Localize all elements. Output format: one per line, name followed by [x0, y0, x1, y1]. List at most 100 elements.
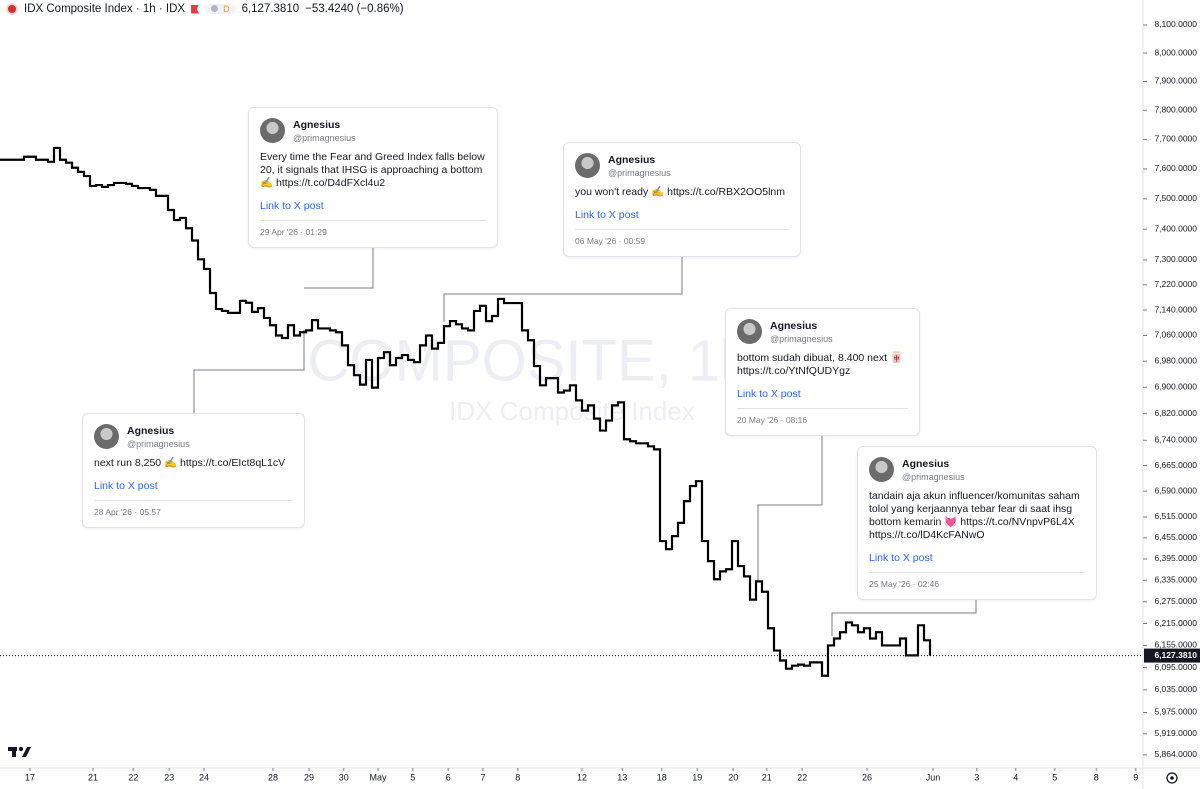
connectors: [193, 242, 977, 636]
x-tick-label: 21: [88, 772, 98, 782]
y-tick-label: 6,215.0000: [1154, 618, 1197, 628]
post-link[interactable]: Link to X post: [94, 480, 158, 492]
x-tick-label: 29: [304, 772, 314, 782]
symbol-title: IDX Composite Index · 1h · IDX: [24, 3, 186, 15]
author: Agnesius @primagnesius: [869, 457, 1085, 482]
y-tick-label: 7,600.0000: [1154, 163, 1197, 173]
y-tick-label: 6,515.0000: [1154, 511, 1197, 521]
x-tick-label: 9: [1133, 772, 1138, 782]
y-tick-label: 8,000.0000: [1154, 47, 1197, 57]
y-tick-label: 6,455.0000: [1154, 532, 1197, 542]
x-tick-label: 28: [268, 772, 278, 782]
x-tick-label: May: [369, 772, 387, 782]
x-tick-label: Jun: [926, 772, 941, 782]
y-tick-label: 7,700.0000: [1154, 134, 1197, 144]
change: −53.4240 (−0.86%): [305, 3, 404, 15]
connector: [193, 330, 305, 413]
y-tick-label: 6,035.0000: [1154, 684, 1197, 694]
author: Agnesius @primagnesius: [260, 118, 486, 143]
y-tick-label: 7,300.0000: [1154, 254, 1197, 264]
post-text: next run 8,250 ✍️ https://t.co/EIct8qL1c…: [94, 457, 286, 469]
x-tick-label: 21: [762, 772, 772, 782]
tweet-card: Agnesius @primagnesius you won't ready ✍️…: [563, 142, 801, 257]
connector: [757, 430, 823, 580]
y-tick-label: 7,060.0000: [1154, 330, 1197, 340]
y-tick-label: 6,155.0000: [1154, 640, 1197, 650]
x-tick-label: 24: [199, 772, 209, 782]
settings-icon[interactable]: [1166, 772, 1178, 784]
badge-text: D: [223, 4, 230, 14]
watermark: COMPOSITE, 1h IDX Composite Index: [308, 328, 753, 426]
x-tick-label: 8: [1094, 772, 1099, 782]
x-tick-label: 17: [25, 772, 35, 782]
y-tick-label: 7,220.0000: [1154, 279, 1197, 289]
y-tick-label: 6,590.0000: [1154, 485, 1197, 495]
x-tick-label: 18: [657, 772, 667, 782]
avatar: [737, 319, 762, 344]
y-tick-label: 6,740.0000: [1154, 435, 1197, 445]
post-link[interactable]: Link to X post: [869, 552, 933, 564]
x-tick-label: 6: [446, 772, 451, 782]
price-line: [0, 146, 932, 677]
x-tick-label: 26: [862, 772, 872, 782]
y-tick-label: 6,665.0000: [1154, 460, 1197, 470]
connector: [304, 242, 374, 289]
watermark-name: IDX Composite Index: [449, 396, 695, 426]
author: Agnesius @primagnesius: [575, 153, 789, 178]
post-date: 20 May '26 · 08:16: [737, 408, 908, 425]
x-tick-label: 22: [797, 772, 807, 782]
last-price-label: 6,127.3810: [1154, 650, 1197, 660]
author-handle: @primagnesius: [608, 167, 671, 178]
x-tick-label: 4: [1013, 772, 1018, 782]
x-tick-label: 30: [339, 772, 349, 782]
flag: [191, 4, 200, 14]
post-link[interactable]: Link to X post: [260, 200, 324, 212]
avatar: [94, 424, 119, 449]
author-name: Agnesius: [770, 319, 818, 332]
y-tick-label: 5,864.0000: [1154, 749, 1197, 759]
x-tick-label: 13: [617, 772, 627, 782]
tweet-card: Agnesius @primagnesius Every time the Fea…: [248, 107, 498, 248]
y-tick-label: 7,140.0000: [1154, 304, 1197, 314]
x-tick-label: 19: [692, 772, 702, 782]
x-tick-label: 20: [728, 772, 738, 782]
post-text: Every time the Fear and Greed Index fall…: [260, 151, 485, 189]
y-tick-label: 6,980.0000: [1154, 355, 1197, 365]
author-handle: @primagnesius: [770, 333, 833, 344]
author-name: Agnesius: [293, 118, 341, 131]
post-text: bottom sudah dibuat, 8.400 next 🀄 https:…: [737, 352, 904, 377]
post-text: you won't ready ✍️ https://t.co/RBX2OO5l…: [575, 186, 785, 198]
watermark-symbol: COMPOSITE, 1h: [308, 328, 753, 393]
author: Agnesius @primagnesius: [94, 424, 293, 449]
post-link[interactable]: Link to X post: [737, 388, 801, 400]
avatar: [260, 118, 285, 143]
tv-logo: [8, 746, 31, 757]
connector: [831, 593, 977, 636]
y-tick-label: 5,975.0000: [1154, 707, 1197, 717]
x-tick-label: 22: [128, 772, 138, 782]
y-tick-label: 6,395.0000: [1154, 553, 1197, 563]
author-name: Agnesius: [902, 457, 950, 470]
x-tick-label: 8: [515, 772, 520, 782]
author: Agnesius @primagnesius: [737, 319, 908, 344]
x-tick-label: 5: [410, 772, 415, 782]
tweet-card: Agnesius @primagnesius bottom sudah dibua…: [725, 308, 920, 436]
avatar: [575, 153, 600, 178]
y-tick-label: 7,500.0000: [1154, 193, 1197, 203]
x-tick-label: 5: [1052, 772, 1057, 782]
tweet-card: Agnesius @primagnesius next run 8,250 ✍️ …: [82, 413, 305, 528]
post-date: 25 May '26 · 02:46: [869, 572, 1085, 589]
author-handle: @primagnesius: [293, 132, 356, 143]
author-name: Agnesius: [127, 424, 175, 437]
last-price-tag: [1144, 648, 1200, 663]
y-tick-label: 8,100.0000: [1154, 19, 1197, 29]
author-handle: @primagnesius: [902, 471, 965, 482]
post-link[interactable]: Link to X post: [575, 209, 639, 221]
price: 6,127.3810: [241, 3, 300, 15]
y-tick-label: 7,800.0000: [1154, 104, 1197, 114]
avatar: [869, 457, 894, 482]
x-tick-label: 3: [974, 772, 979, 782]
x-tick-label: 23: [164, 772, 174, 782]
